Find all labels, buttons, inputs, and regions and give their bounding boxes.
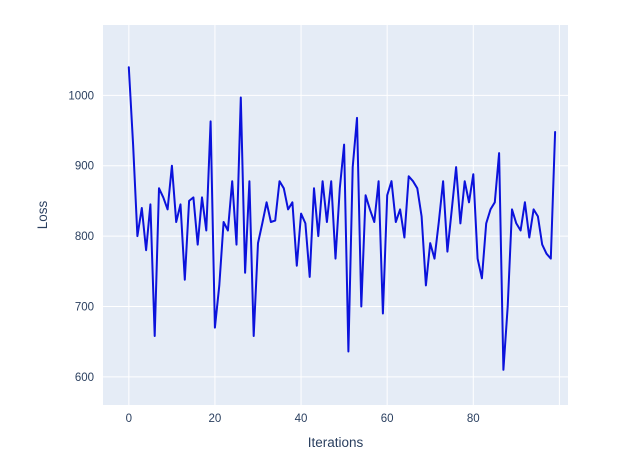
x-tick-label: 20: [209, 413, 222, 425]
x-tick-label: 80: [467, 413, 480, 425]
y-tick-label: 1000: [68, 90, 94, 102]
plot-area: [103, 25, 568, 405]
y-tick-label: 800: [75, 231, 94, 243]
x-tick-label: 40: [295, 413, 308, 425]
x-axis-title: Iterations: [308, 435, 364, 450]
x-tick-label: 60: [381, 413, 394, 425]
x-tick-label: 0: [126, 413, 132, 425]
y-tick-label: 600: [75, 372, 94, 384]
y-axis-title: Loss: [35, 200, 50, 229]
y-tick-label: 900: [75, 161, 94, 173]
y-tick-label: 700: [75, 301, 94, 313]
loss-line: [127, 66, 557, 371]
